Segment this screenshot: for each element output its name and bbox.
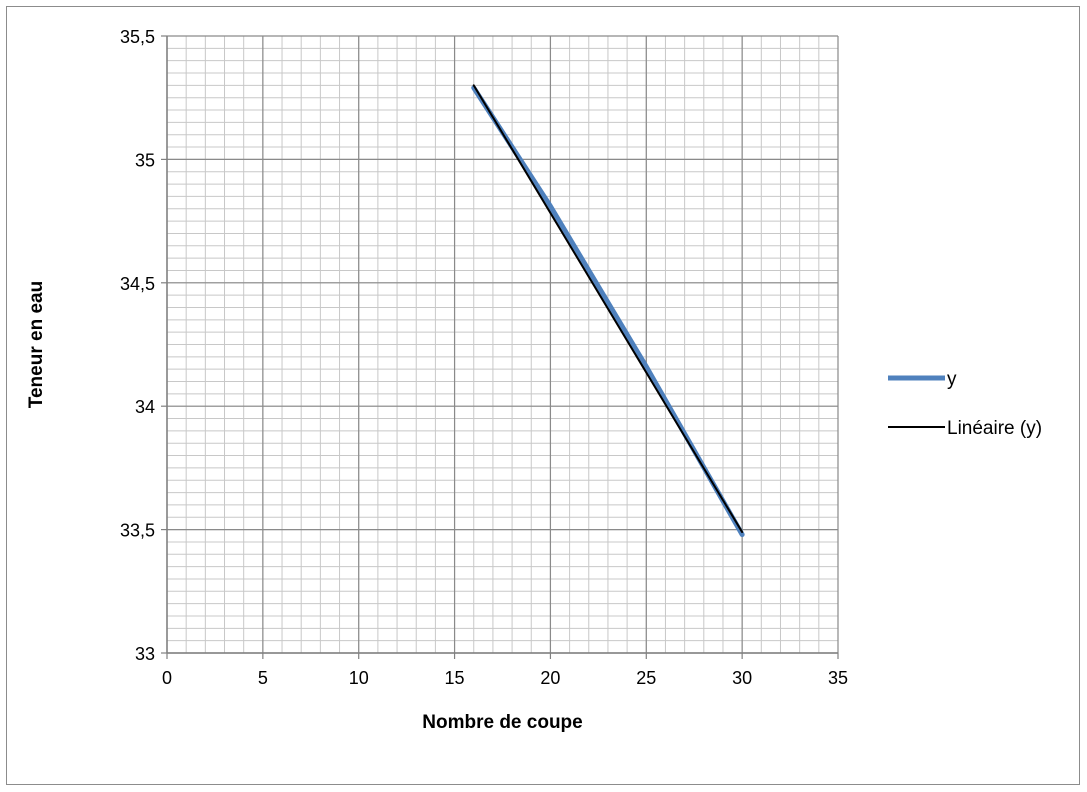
y-axis-title: Teneur en eau — [26, 281, 47, 408]
legend: y Linéaire (y) — [888, 369, 1042, 439]
series-line-1 — [472, 84, 744, 534]
y-tick-label: 33,5 — [120, 521, 155, 541]
y-tick-label: 34 — [135, 397, 155, 417]
x-tick-label: 15 — [445, 668, 465, 688]
legend-label-linear: Linéaire (y) — [947, 418, 1042, 439]
x-tick-label: 20 — [540, 668, 560, 688]
chart-frame — [6, 6, 1080, 785]
axes — [161, 35, 839, 659]
y-tick-label: 35 — [135, 150, 155, 170]
x-tick-label: 10 — [349, 668, 369, 688]
legend-label-y: y — [947, 369, 957, 390]
x-axis-title: Nombre de coupe — [422, 712, 582, 733]
x-tick-label: 30 — [732, 668, 752, 688]
x-tick-label: 25 — [636, 668, 656, 688]
y-tick-labels: 33 33,5 34 34,5 35 35,5 — [120, 27, 155, 664]
x-tick-label: 5 — [258, 668, 268, 688]
series-lines — [471, 84, 745, 538]
x-tick-label: 35 — [828, 668, 848, 688]
x-tick-labels: 0 5 10 15 20 25 30 35 — [162, 668, 848, 688]
y-tick-label: 34,5 — [120, 274, 155, 294]
x-tick-label: 0 — [162, 668, 172, 688]
y-tick-label: 33 — [135, 644, 155, 664]
y-tick-label: 35,5 — [120, 27, 155, 47]
